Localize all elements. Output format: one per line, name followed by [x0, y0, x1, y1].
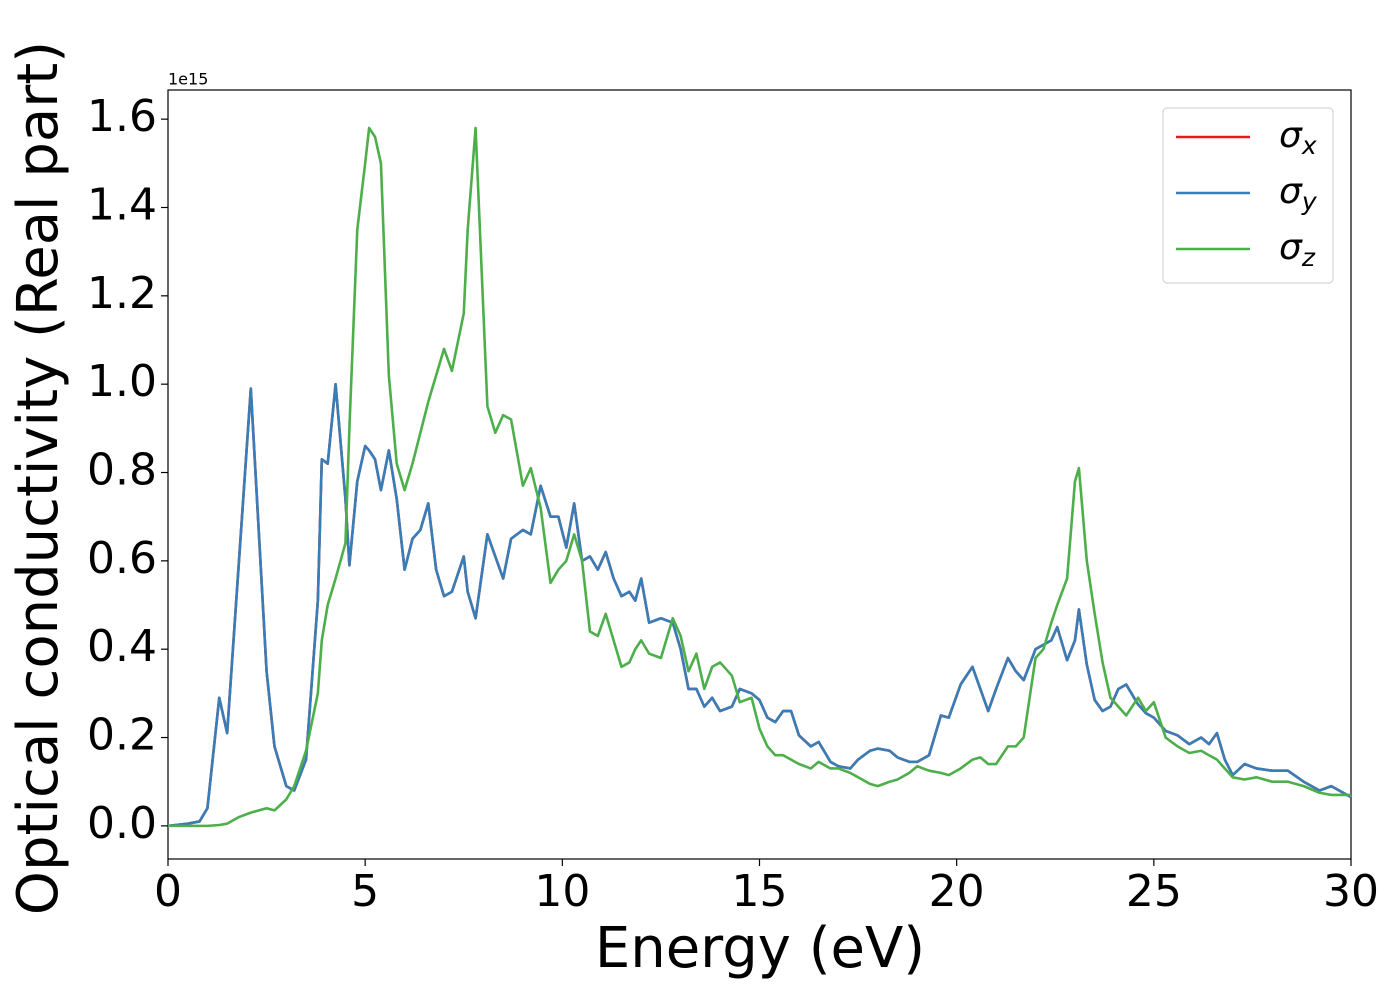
x-tick-label: 0	[154, 866, 182, 917]
legend-label: σx	[1279, 115, 1317, 160]
y-tick-label: 0.2	[87, 710, 157, 761]
series-line	[167, 382, 1352, 828]
y-tick-label: 0.0	[87, 798, 157, 849]
y-tick-label: 1.0	[87, 356, 157, 407]
legend-label: σy	[1279, 171, 1318, 216]
x-tick-label: 30	[1323, 866, 1379, 917]
x-axis-label: Energy (eV)	[595, 916, 925, 981]
legend-box	[1162, 107, 1334, 284]
y-tick-label: 1.4	[87, 179, 157, 230]
x-tick-label: 5	[351, 866, 379, 917]
y-tick-label: 0.6	[87, 533, 157, 584]
y-axis-label: Optical conductivity (Real part)	[6, 41, 71, 915]
y-tick-label: 1.6	[87, 91, 157, 142]
x-tick-label: 10	[534, 866, 590, 917]
x-tick-label: 15	[732, 866, 788, 917]
x-tick-label: 20	[929, 866, 985, 917]
y-tick-label: 0.8	[87, 445, 157, 496]
legend-label: σz	[1279, 227, 1316, 272]
y-tick-label: 1.2	[87, 268, 157, 319]
x-tick-label: 25	[1126, 866, 1182, 917]
y-tick-label: 0.4	[87, 621, 157, 672]
y-offset-label: 1e15	[168, 70, 208, 89]
series-line	[168, 126, 1351, 828]
series-line	[167, 382, 1352, 828]
